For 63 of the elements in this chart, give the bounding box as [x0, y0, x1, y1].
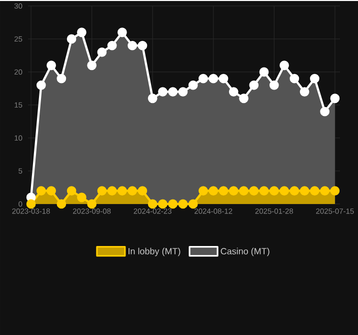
point	[178, 87, 188, 96]
point	[259, 67, 269, 77]
legend-label: Casino (MT)	[220, 248, 270, 256]
point	[218, 186, 228, 196]
point	[269, 186, 279, 196]
point	[228, 186, 238, 196]
point	[300, 87, 310, 96]
point	[320, 106, 330, 116]
point	[168, 87, 178, 96]
point	[36, 186, 46, 196]
point	[249, 80, 259, 90]
point	[128, 186, 138, 196]
point	[46, 60, 56, 70]
point	[188, 80, 198, 90]
point	[118, 186, 127, 196]
point	[128, 40, 138, 50]
point	[56, 74, 66, 84]
point	[158, 199, 168, 209]
point	[188, 199, 198, 209]
point	[178, 199, 188, 209]
point	[249, 186, 259, 196]
point	[46, 186, 56, 196]
point	[107, 40, 117, 50]
legend-label: In lobby (MT)	[128, 248, 180, 256]
point	[269, 80, 279, 90]
point	[148, 94, 158, 104]
point	[97, 186, 107, 196]
point	[198, 186, 208, 196]
point	[87, 199, 97, 209]
point	[138, 186, 148, 196]
point	[330, 94, 340, 104]
point	[290, 74, 300, 84]
point	[76, 192, 86, 202]
point	[158, 87, 168, 96]
point	[259, 186, 269, 196]
point	[310, 186, 320, 196]
point	[239, 94, 248, 104]
point	[218, 74, 228, 84]
point	[148, 199, 158, 209]
point	[208, 74, 218, 84]
point	[310, 74, 320, 84]
point	[107, 186, 117, 196]
point	[66, 186, 76, 196]
point	[300, 186, 310, 196]
point	[138, 40, 148, 50]
point	[330, 186, 340, 196]
point	[198, 74, 208, 84]
point	[97, 47, 107, 57]
point	[168, 199, 178, 209]
point	[208, 186, 218, 196]
point	[76, 28, 86, 38]
point	[280, 60, 289, 70]
point	[66, 34, 76, 44]
point	[320, 186, 330, 196]
point	[228, 87, 238, 96]
point	[56, 199, 66, 209]
point	[26, 199, 36, 209]
point	[290, 186, 300, 196]
point	[118, 28, 127, 38]
point	[36, 80, 46, 90]
point	[280, 186, 289, 196]
point	[239, 186, 248, 196]
point	[87, 60, 97, 70]
